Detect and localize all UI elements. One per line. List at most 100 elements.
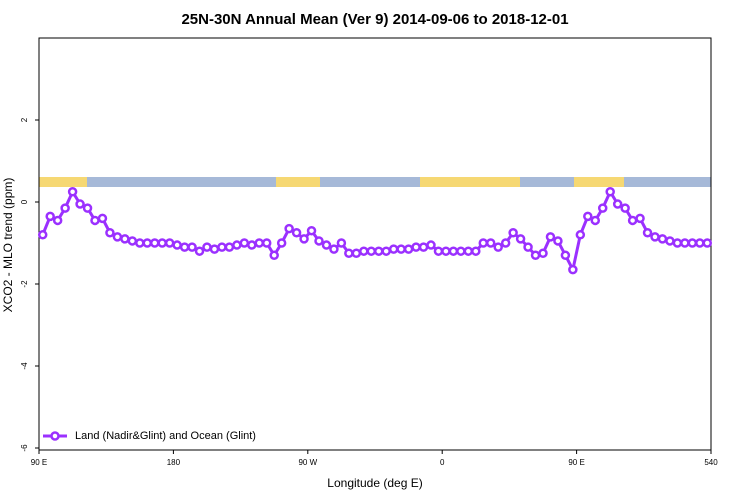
- data-point: [276, 238, 287, 248]
- data-point: [687, 238, 698, 248]
- land-ocean-band: [39, 177, 711, 187]
- data-point: [471, 246, 481, 256]
- data-point: [590, 215, 601, 226]
- data-point: [515, 234, 526, 244]
- data-point: [135, 238, 145, 248]
- data-point: [680, 238, 690, 248]
- data-point: [411, 242, 421, 252]
- data-point: [426, 240, 436, 250]
- data-point: [351, 248, 362, 258]
- y-tick-label: -2: [20, 280, 29, 288]
- y-tick-label: -4: [20, 362, 29, 370]
- data-point: [179, 242, 190, 252]
- data-point: [441, 246, 451, 256]
- data-point: [67, 187, 78, 197]
- data-point: [657, 234, 668, 244]
- data-point: [553, 236, 563, 246]
- data-point: [314, 236, 324, 246]
- data-point: [485, 238, 496, 248]
- data-point: [605, 187, 615, 197]
- data-point: [336, 238, 347, 248]
- data-point: [508, 228, 518, 238]
- data-point: [373, 246, 384, 256]
- data-point: [329, 244, 339, 254]
- y-tick-label: 2: [20, 117, 29, 122]
- data-point: [120, 234, 130, 244]
- series-line: [41, 188, 708, 275]
- data-point: [90, 215, 100, 226]
- data-point: [702, 238, 713, 248]
- data-point: [105, 228, 115, 238]
- data-point: [672, 238, 683, 248]
- data-point: [388, 244, 399, 254]
- data-point: [232, 240, 242, 250]
- data-point: [261, 238, 272, 248]
- data-point: [187, 242, 197, 252]
- x-tick-label: 90 W: [298, 458, 317, 467]
- data-point: [456, 246, 466, 256]
- data-point: [291, 228, 302, 238]
- legend-marker: [50, 431, 60, 441]
- data-point: [642, 228, 653, 238]
- data-point: [650, 232, 660, 242]
- data-point: [500, 238, 511, 248]
- data-point: [52, 215, 63, 226]
- data-point: [194, 246, 205, 256]
- data-point: [612, 199, 623, 209]
- x-tick-label: 90 E: [568, 458, 584, 467]
- data-point: [127, 236, 138, 246]
- data-point: [403, 244, 414, 254]
- data-point: [627, 215, 638, 226]
- data-point: [359, 246, 369, 256]
- data-point: [149, 238, 160, 248]
- data-point: [478, 238, 489, 248]
- data-point: [583, 211, 593, 222]
- chart-title: 25N-30N Annual Mean (Ver 9) 2014-09-06 t…: [181, 11, 568, 28]
- data-point: [665, 236, 675, 246]
- data-point: [247, 240, 257, 250]
- data-point: [284, 223, 294, 234]
- data-point: [82, 203, 93, 213]
- data-point: [523, 242, 533, 252]
- data-point: [620, 203, 630, 213]
- data-point: [164, 238, 175, 248]
- data-point: [344, 248, 354, 258]
- data-point: [433, 246, 444, 256]
- y-tick-label: -6: [20, 444, 29, 452]
- x-tick-label: 180: [167, 458, 181, 467]
- data-point: [202, 242, 212, 252]
- data-point: [157, 238, 167, 248]
- data-point: [530, 250, 541, 261]
- data-point: [37, 230, 48, 240]
- data-point: [575, 230, 586, 240]
- data-point: [112, 232, 123, 242]
- data-point: [396, 244, 406, 254]
- data-point: [493, 242, 503, 252]
- data-point: [75, 199, 85, 209]
- data-point: [597, 203, 608, 213]
- data-point: [45, 211, 55, 222]
- data-point: [448, 246, 459, 256]
- x-tick-label: 90 E: [31, 458, 47, 467]
- data-point: [239, 238, 250, 248]
- y-axis-label: XCO2 - MLO trend (ppm): [1, 178, 15, 313]
- data-point: [418, 242, 429, 252]
- data-point: [560, 250, 571, 261]
- data-point: [695, 238, 705, 248]
- data-point: [568, 264, 578, 275]
- x-axis-label: Longitude (deg E): [327, 476, 422, 490]
- data-point: [60, 203, 70, 213]
- data-point: [538, 248, 548, 258]
- legend-label: Land (Nadir&Glint) and Ocean (Glint): [75, 430, 256, 442]
- data-point: [299, 234, 309, 244]
- data-point: [463, 246, 474, 256]
- data-point: [321, 240, 332, 250]
- data-point: [306, 225, 317, 236]
- data-point: [209, 244, 220, 254]
- data-point: [545, 232, 556, 242]
- x-tick-label: 0: [440, 458, 445, 467]
- data-point: [142, 238, 153, 248]
- data-point: [172, 240, 182, 250]
- data-point: [97, 213, 108, 224]
